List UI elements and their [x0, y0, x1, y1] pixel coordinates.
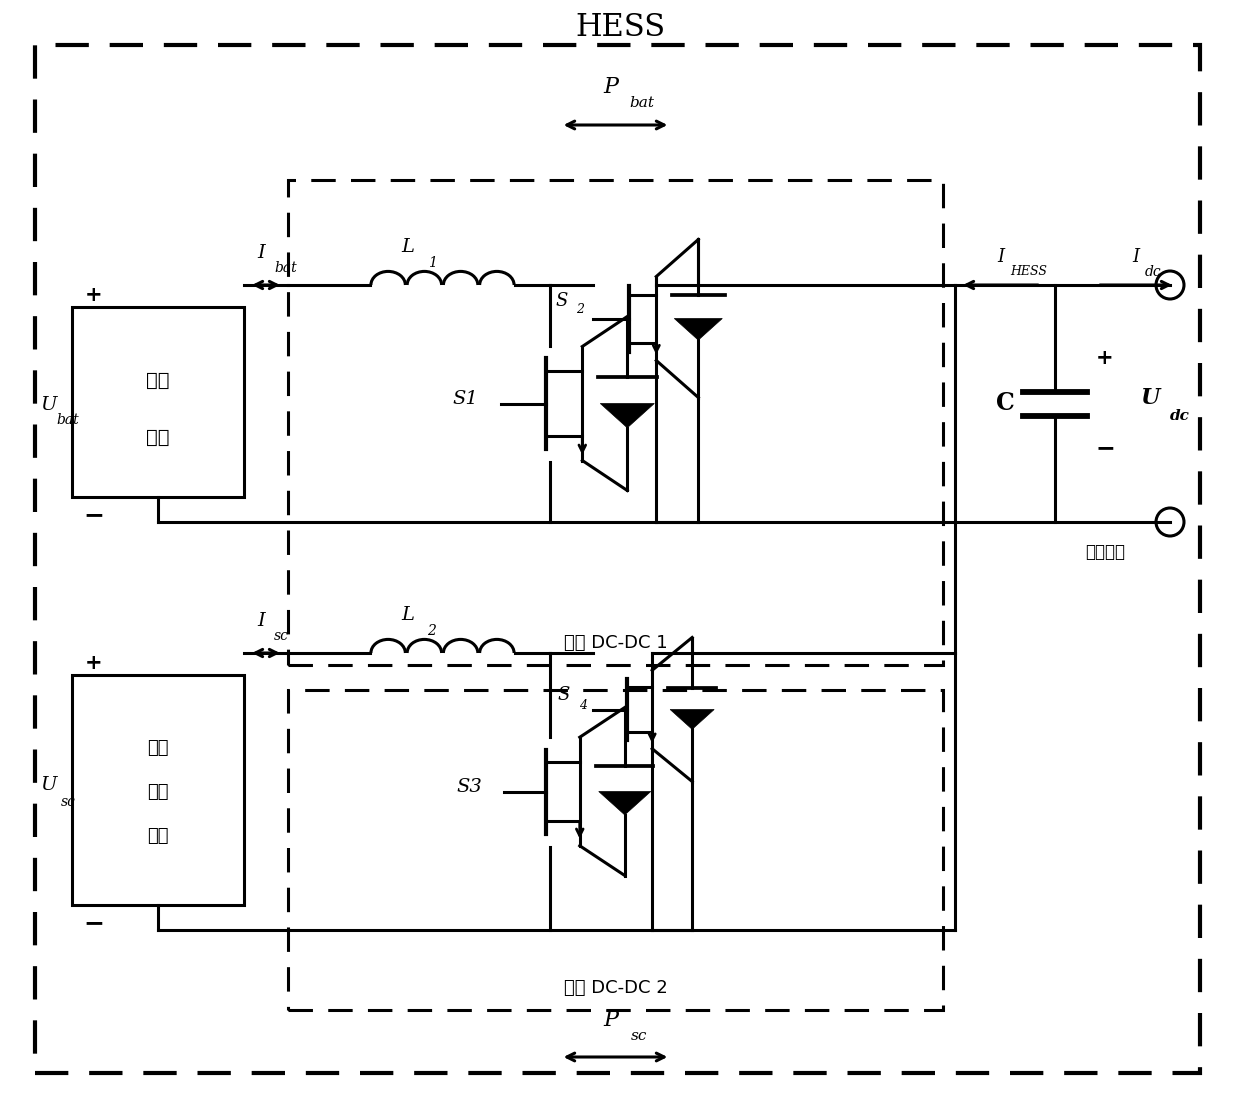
- Text: −: −: [83, 503, 104, 527]
- Text: −: −: [1095, 436, 1115, 460]
- Text: sc: sc: [631, 1029, 647, 1043]
- Text: bat: bat: [629, 96, 653, 110]
- Text: I: I: [1132, 248, 1140, 266]
- Text: L: L: [402, 605, 414, 624]
- Text: 双向 DC-DC 2: 双向 DC-DC 2: [564, 979, 667, 997]
- Text: sc: sc: [61, 795, 76, 809]
- Text: S: S: [556, 291, 568, 310]
- Text: S: S: [557, 687, 569, 705]
- Text: U: U: [1141, 388, 1159, 409]
- Text: 池组: 池组: [146, 427, 170, 446]
- Text: +: +: [1096, 349, 1114, 368]
- Text: bat: bat: [57, 413, 79, 427]
- Text: P: P: [603, 76, 618, 98]
- Polygon shape: [600, 404, 655, 428]
- Text: dc: dc: [1171, 408, 1190, 423]
- Polygon shape: [599, 792, 651, 815]
- Text: dc: dc: [1145, 265, 1162, 279]
- Bar: [72, 307, 244, 497]
- Text: 2: 2: [428, 624, 436, 638]
- Bar: [288, 180, 942, 665]
- Text: U: U: [40, 396, 56, 414]
- Text: 超级: 超级: [148, 739, 169, 757]
- Text: P: P: [603, 1009, 618, 1031]
- Text: 电容: 电容: [148, 783, 169, 801]
- Text: 双向 DC-DC 1: 双向 DC-DC 1: [564, 634, 667, 652]
- Bar: [72, 675, 244, 905]
- Bar: [288, 690, 942, 1010]
- Text: 1: 1: [428, 256, 436, 270]
- Text: U: U: [40, 776, 56, 794]
- Text: 2: 2: [577, 303, 584, 316]
- Text: +: +: [86, 653, 103, 673]
- Polygon shape: [675, 319, 722, 340]
- Text: +: +: [86, 285, 103, 306]
- Text: I: I: [257, 612, 265, 630]
- Polygon shape: [670, 709, 714, 729]
- Text: 器组: 器组: [148, 827, 169, 845]
- Text: 4: 4: [579, 699, 588, 711]
- Text: HESS: HESS: [575, 11, 665, 42]
- Text: 蓄电: 蓄电: [146, 370, 170, 389]
- Text: S1: S1: [453, 389, 479, 407]
- Text: sc: sc: [274, 629, 289, 643]
- Text: bat: bat: [274, 261, 298, 275]
- Text: I: I: [997, 248, 1004, 266]
- Text: S3: S3: [456, 777, 482, 795]
- Text: I: I: [257, 244, 265, 262]
- Text: C: C: [996, 391, 1014, 416]
- Text: HESS: HESS: [1011, 265, 1047, 279]
- Text: 直流母线: 直流母线: [1085, 543, 1125, 561]
- Text: L: L: [402, 237, 414, 256]
- Text: −: −: [83, 911, 104, 935]
